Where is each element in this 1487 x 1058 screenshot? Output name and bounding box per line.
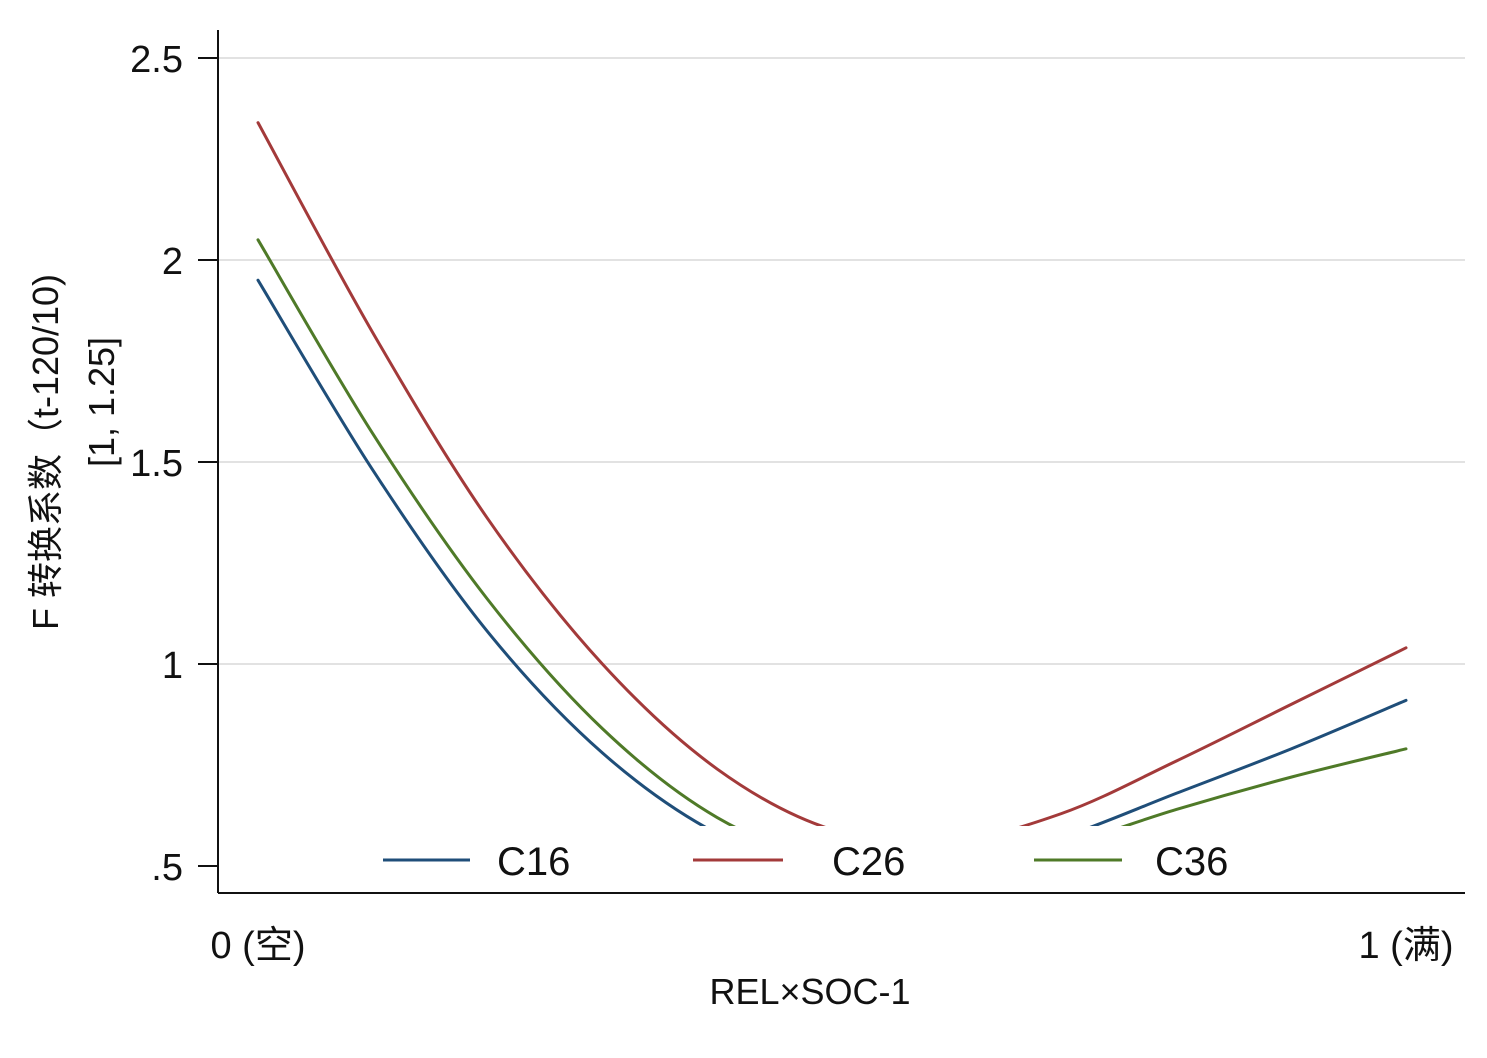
y-tick-label-0: .5 <box>151 847 183 889</box>
gridlines <box>218 57 1465 665</box>
y-axis-title-line-1: F 转换系数（t-120/10) <box>25 274 66 630</box>
y-tick-label-2: 1.5 <box>130 443 183 485</box>
legend-label-c36: C36 <box>1155 840 1228 884</box>
y-axis-ticks: .5 1 1.5 2 2.5 <box>130 39 218 889</box>
x-tick-label-1: 1 (满) <box>1358 925 1453 967</box>
legend-label-c16: C16 <box>497 840 570 884</box>
y-axis-title-line-2: [1, 1.25] <box>81 337 122 467</box>
y-tick-label-3: 2 <box>162 241 183 283</box>
series-line-c26 <box>256 121 1408 845</box>
x-axis-ticks: 0 (空) 1 (满) <box>210 925 1453 967</box>
legend-label-c26: C26 <box>832 840 905 884</box>
legend: C16 C26 C36 <box>370 826 1250 892</box>
series-line-c16 <box>256 278 1408 879</box>
series-lines <box>256 121 1408 879</box>
x-axis-title: REL×SOC-1 <box>709 971 910 1012</box>
y-tick-label-4: 2.5 <box>130 39 183 81</box>
y-tick-label-1: 1 <box>162 645 183 687</box>
x-tick-label-0: 0 (空) <box>210 925 305 967</box>
